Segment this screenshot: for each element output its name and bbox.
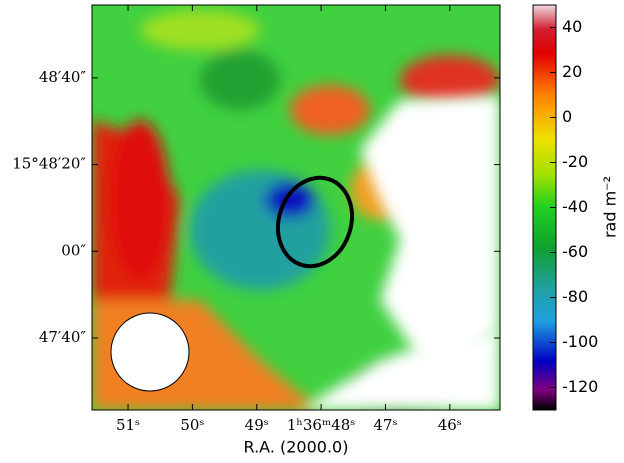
colorbar-tick-label: -20: [562, 152, 588, 171]
y-tick-label: 00″: [61, 241, 86, 259]
colorbar-tick-label: 0: [562, 107, 572, 126]
colorbar-tick-label: -120: [562, 377, 598, 396]
colorbar-tick-label: -100: [562, 332, 598, 351]
x-tick-label: 1ʰ36ᵐ48ˢ: [287, 416, 355, 434]
x-tick-label: 51ˢ: [116, 416, 140, 434]
colorbar-tick-label: -40: [562, 197, 588, 216]
y-tick-label: 48′40″: [39, 68, 87, 86]
plot-frame: [91, 4, 501, 411]
colorbar-tick-label: 40: [562, 17, 582, 36]
colorbar-tick-label: -60: [562, 242, 588, 261]
y-tick-label: 47′40″: [39, 328, 87, 346]
colorbar-tick-label: 20: [562, 62, 582, 81]
x-axis-label: R.A. (2000.0): [244, 438, 349, 457]
y-tick-label: 15°48′20″: [12, 155, 86, 173]
x-tick-label: 46ˢ: [438, 416, 462, 434]
rm-map: [92, 5, 500, 410]
x-tick-label: 49ˢ: [245, 416, 269, 434]
colorbar-label: rad m⁻²: [601, 176, 620, 238]
colorbar-tick-label: -80: [562, 287, 588, 306]
x-tick-label: 50ˢ: [180, 416, 204, 434]
x-tick-label: 47ˢ: [373, 416, 397, 434]
